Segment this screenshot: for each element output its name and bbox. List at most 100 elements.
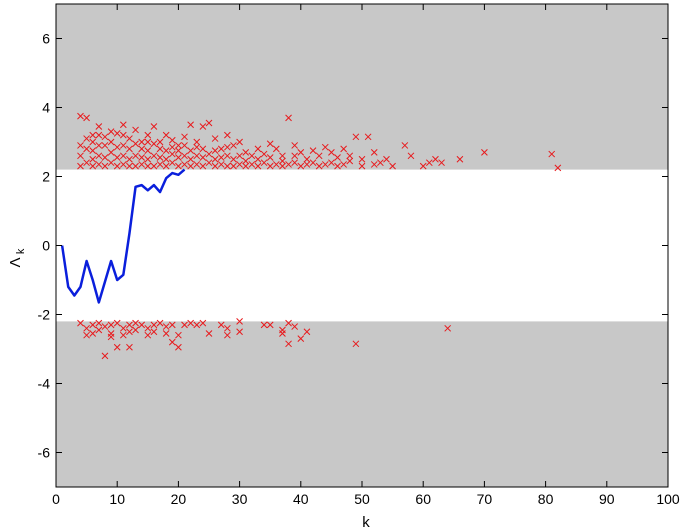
scatter-point bbox=[279, 152, 286, 160]
scatter-point bbox=[126, 145, 133, 153]
scatter-point bbox=[126, 321, 133, 329]
scatter-point bbox=[315, 162, 323, 170]
scatter-point bbox=[419, 162, 427, 170]
scatter-point bbox=[95, 152, 103, 160]
scatter-point bbox=[187, 121, 194, 129]
scatter-point bbox=[217, 161, 225, 168]
scatter-point bbox=[126, 155, 133, 163]
scatter-point bbox=[370, 148, 378, 156]
scatter-point bbox=[444, 324, 452, 332]
scatter-point bbox=[113, 319, 121, 327]
y-axis-label: Λ k bbox=[7, 248, 27, 267]
axes bbox=[55, 3, 669, 488]
scatter-point bbox=[248, 161, 256, 168]
scatter-point bbox=[101, 352, 109, 360]
scatter-point bbox=[199, 145, 207, 153]
scatter-point bbox=[279, 157, 286, 165]
scatter-point bbox=[407, 152, 415, 160]
scatter-point bbox=[236, 138, 243, 146]
scatter-point bbox=[138, 321, 146, 329]
scatter-point bbox=[199, 162, 207, 170]
scatter-point bbox=[315, 152, 323, 160]
scatter-point bbox=[150, 123, 158, 130]
scatter-point bbox=[389, 162, 396, 170]
scatter-point bbox=[89, 147, 97, 154]
scatter-point bbox=[224, 131, 231, 139]
x-tick-label: 70 bbox=[477, 491, 493, 507]
scatter-point bbox=[211, 162, 219, 170]
scatter-point bbox=[144, 155, 152, 163]
scatter-point bbox=[138, 138, 146, 146]
scatter-point bbox=[193, 321, 201, 329]
scatter-point bbox=[150, 162, 158, 170]
scatter-point bbox=[224, 331, 231, 339]
scatter-point bbox=[175, 331, 182, 339]
scatter-point bbox=[101, 323, 109, 330]
scatter-point bbox=[425, 159, 433, 167]
scatter-point bbox=[156, 145, 164, 153]
scatter-point bbox=[279, 162, 286, 170]
scatter-point bbox=[175, 147, 182, 154]
scatter-point bbox=[144, 138, 152, 146]
scatter-point bbox=[230, 142, 237, 149]
scatter-point bbox=[187, 147, 194, 154]
scatter-point bbox=[279, 330, 286, 337]
scatter-point bbox=[193, 152, 201, 160]
scatter-point bbox=[83, 159, 90, 167]
scatter-point bbox=[554, 164, 562, 172]
scatter-series bbox=[77, 112, 562, 360]
scatter-point bbox=[217, 154, 225, 161]
x-tick-label: 40 bbox=[293, 491, 309, 507]
scatter-point bbox=[205, 159, 213, 167]
scatter-point bbox=[266, 321, 274, 329]
scatter-point bbox=[254, 162, 262, 170]
scatter-point bbox=[340, 161, 347, 168]
scatter-point bbox=[119, 161, 127, 168]
scatter-point bbox=[236, 328, 243, 336]
scatter-point bbox=[107, 138, 115, 146]
scatter-point bbox=[119, 121, 127, 129]
scatter-point bbox=[101, 154, 109, 161]
scatter-point bbox=[138, 145, 146, 153]
shaded-region-2 bbox=[56, 321, 668, 487]
y-axis-label-symbol: Λ bbox=[7, 257, 24, 267]
scatter-point bbox=[144, 147, 152, 154]
y-axis-label-subscript: k bbox=[15, 248, 27, 254]
scatter-point bbox=[230, 162, 237, 170]
scatter-point bbox=[77, 319, 84, 327]
x-tick-label: 0 bbox=[52, 491, 60, 507]
scatter-point bbox=[211, 135, 219, 142]
scatter-point bbox=[107, 159, 115, 167]
scatter-point bbox=[285, 114, 292, 122]
scatter-point bbox=[242, 162, 250, 170]
scatter-point bbox=[119, 142, 127, 149]
scatter-point bbox=[236, 318, 243, 325]
scatter-point bbox=[119, 152, 127, 160]
scatter-point bbox=[481, 148, 488, 156]
scatter-point bbox=[83, 324, 90, 332]
scatter-point bbox=[377, 159, 384, 167]
scatter-point bbox=[291, 142, 299, 149]
scatter-point bbox=[175, 154, 182, 161]
scatter-point bbox=[230, 155, 237, 163]
scatter-point bbox=[95, 319, 103, 327]
x-tick-label: 50 bbox=[354, 491, 370, 507]
scatter-point bbox=[364, 133, 372, 141]
scatter-point bbox=[285, 161, 292, 168]
scatter-point bbox=[211, 147, 219, 154]
scatter-point bbox=[291, 152, 299, 160]
scatter-point bbox=[303, 155, 311, 163]
scatter-point bbox=[162, 162, 170, 170]
scatter-point bbox=[370, 161, 378, 168]
x-tick-label: 30 bbox=[232, 491, 248, 507]
scatter-point bbox=[303, 328, 311, 336]
scatter-point bbox=[181, 142, 188, 149]
scatter-point bbox=[321, 161, 329, 168]
scatter-point bbox=[260, 150, 268, 158]
scatter-point bbox=[95, 142, 103, 149]
scatter-point bbox=[291, 323, 299, 330]
scatter-point bbox=[236, 152, 243, 160]
scatter-point bbox=[156, 138, 164, 146]
scatter-point bbox=[101, 162, 109, 170]
scatter-point bbox=[156, 154, 164, 161]
